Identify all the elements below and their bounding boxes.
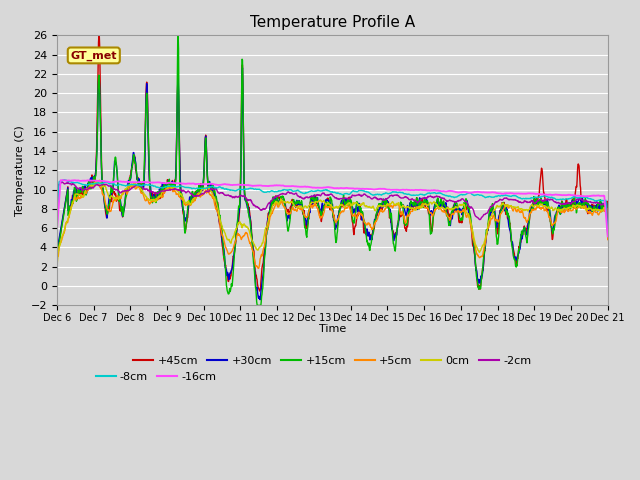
+30cm <box>491 207 499 213</box>
+5cm <box>490 214 498 219</box>
+45cm <box>256 288 264 294</box>
+45cm <box>176 153 184 158</box>
+45cm <box>163 187 170 193</box>
Line: -8cm: -8cm <box>57 180 608 236</box>
+5cm <box>94 178 102 184</box>
X-axis label: Time: Time <box>319 324 346 335</box>
-16cm <box>53 230 61 236</box>
+45cm <box>95 33 103 38</box>
+15cm <box>176 178 184 184</box>
0cm <box>539 202 547 208</box>
+15cm <box>53 254 61 260</box>
-2cm <box>539 199 547 204</box>
-2cm <box>53 232 61 238</box>
+30cm <box>604 228 612 234</box>
0cm <box>237 222 245 228</box>
-2cm <box>490 202 498 207</box>
-2cm <box>604 231 612 237</box>
-16cm <box>176 180 184 186</box>
+5cm <box>163 185 170 191</box>
-2cm <box>418 196 426 202</box>
+30cm <box>256 297 264 302</box>
+30cm <box>175 137 183 143</box>
Line: -2cm: -2cm <box>57 182 608 235</box>
+30cm <box>239 65 246 71</box>
Line: +15cm: +15cm <box>57 36 608 305</box>
+15cm <box>491 209 499 215</box>
Text: GT_met: GT_met <box>70 50 117 60</box>
Line: -16cm: -16cm <box>57 180 608 237</box>
+15cm <box>174 33 182 38</box>
Legend: -8cm, -16cm: -8cm, -16cm <box>91 368 221 386</box>
+15cm <box>419 199 426 205</box>
0cm <box>95 177 103 183</box>
Line: 0cm: 0cm <box>57 180 608 270</box>
Line: +5cm: +5cm <box>57 181 608 268</box>
-8cm <box>237 187 245 192</box>
-2cm <box>176 187 184 193</box>
+45cm <box>604 227 612 233</box>
+5cm <box>418 201 426 207</box>
-2cm <box>58 179 66 185</box>
+45cm <box>419 197 426 203</box>
Y-axis label: Temperature (C): Temperature (C) <box>15 125 25 216</box>
-2cm <box>237 192 245 198</box>
-8cm <box>176 183 184 189</box>
0cm <box>163 187 170 192</box>
0cm <box>604 231 612 237</box>
-8cm <box>60 177 68 182</box>
0cm <box>176 191 184 196</box>
+15cm <box>253 302 261 308</box>
+5cm <box>53 265 61 271</box>
-8cm <box>490 194 498 200</box>
Title: Temperature Profile A: Temperature Profile A <box>250 15 415 30</box>
-8cm <box>539 193 547 199</box>
+15cm <box>162 183 170 189</box>
-8cm <box>604 233 612 239</box>
-16cm <box>539 192 547 197</box>
0cm <box>418 204 426 209</box>
-16cm <box>604 234 612 240</box>
-16cm <box>418 187 426 193</box>
-8cm <box>163 184 170 190</box>
+30cm <box>237 163 244 168</box>
+5cm <box>539 205 547 211</box>
0cm <box>490 207 498 213</box>
+30cm <box>53 250 61 255</box>
+45cm <box>540 183 547 189</box>
+5cm <box>237 237 245 242</box>
+15cm <box>237 117 245 122</box>
+45cm <box>491 208 499 214</box>
-8cm <box>418 192 426 197</box>
+45cm <box>53 254 61 260</box>
+30cm <box>162 182 170 188</box>
+15cm <box>540 201 547 206</box>
Line: +45cm: +45cm <box>57 36 608 291</box>
+45cm <box>237 117 245 123</box>
-2cm <box>163 187 170 193</box>
-8cm <box>53 232 61 238</box>
+30cm <box>419 200 426 206</box>
0cm <box>53 267 61 273</box>
+30cm <box>540 199 547 204</box>
+5cm <box>604 237 612 242</box>
Line: +30cm: +30cm <box>57 68 608 300</box>
-16cm <box>163 180 170 186</box>
-16cm <box>59 177 67 183</box>
+5cm <box>176 194 184 200</box>
-16cm <box>490 190 498 195</box>
+15cm <box>604 232 612 238</box>
-16cm <box>237 182 245 188</box>
